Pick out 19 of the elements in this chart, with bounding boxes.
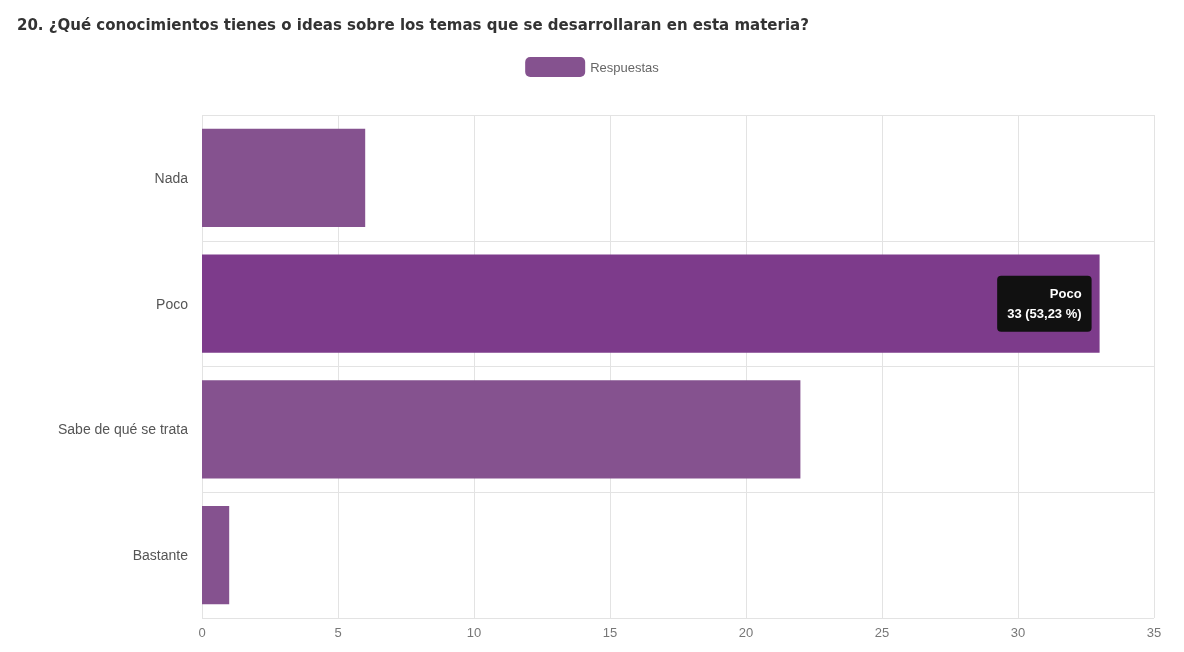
y-tick-label: Poco bbox=[156, 295, 189, 312]
chart-title: 20. ¿Qué conocimientos tienes o ideas sobre los temas que se desarrollaran en esta materia? bbox=[17, 15, 809, 34]
y-tick-label: Nada bbox=[154, 169, 189, 186]
x-tick-label: 30 bbox=[1010, 625, 1026, 640]
x-tick-label: 5 bbox=[334, 625, 342, 640]
x-tick-label: 20 bbox=[738, 625, 754, 640]
y-tick-label: Bastante bbox=[132, 547, 189, 564]
bar bbox=[202, 380, 801, 479]
bar bbox=[202, 128, 366, 227]
legend-label: Respuestas bbox=[590, 59, 660, 75]
x-tick-label: 0 bbox=[198, 625, 206, 640]
x-tick-label: 35 bbox=[1146, 625, 1162, 640]
bar bbox=[202, 506, 230, 605]
annotation: Poco 33 (53,23 %) bbox=[1007, 286, 1082, 322]
x-tick-label: 25 bbox=[874, 625, 890, 640]
x-tick-label: 15 bbox=[602, 625, 618, 640]
x-tick-label: 10 bbox=[466, 625, 482, 640]
y-tick-label: Sabe de qué se trata bbox=[58, 421, 189, 438]
bar bbox=[202, 254, 1100, 353]
